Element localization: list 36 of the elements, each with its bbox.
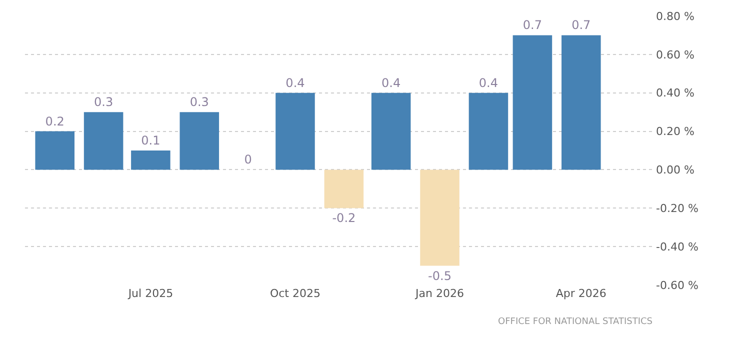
y-tick-label: 0.60 % (656, 48, 694, 62)
data-label: 0.1 (141, 134, 160, 148)
bar (420, 170, 460, 266)
y-tick-label: 0.20 % (656, 125, 694, 138)
bar (468, 92, 508, 170)
bar (562, 35, 601, 170)
data-label: 0.2 (45, 114, 64, 128)
x-tick-label: Jan 2026 (414, 287, 464, 300)
y-tick-label: 0.80 % (656, 10, 694, 23)
data-label: -0.5 (428, 268, 452, 283)
bar (35, 131, 74, 170)
bar (276, 92, 315, 170)
data-label: 0 (244, 152, 252, 167)
bar (131, 150, 170, 170)
bar (324, 170, 364, 208)
data-label: 0.3 (190, 95, 209, 110)
data-label: -0.2 (332, 211, 356, 226)
data-label: 0.4 (478, 76, 498, 90)
y-tick-label: -0.60 % (656, 278, 698, 292)
data-label: 0.7 (572, 18, 591, 32)
y-tick-label: 0.40 % (656, 86, 694, 100)
data-label: 0.3 (94, 95, 114, 110)
bar (512, 35, 552, 170)
data-label: 0.4 (286, 76, 305, 90)
y-tick-label: 0.00 % (656, 164, 694, 177)
text: OFFICE FOR NATIONAL STATISTICS (498, 317, 653, 327)
x-tick-label: Apr 2026 (556, 287, 606, 300)
data-label: 0.7 (522, 18, 542, 32)
x-tick-label: Oct 2025 (270, 287, 320, 300)
bar (84, 112, 124, 170)
x-tick-label: Jul 2025 (127, 287, 174, 300)
y-tick-label: -0.40 % (656, 240, 698, 254)
bar (180, 112, 220, 170)
bar (371, 92, 411, 170)
data-label: 0.4 (382, 76, 401, 90)
y-tick-label: -0.20 % (656, 202, 698, 215)
